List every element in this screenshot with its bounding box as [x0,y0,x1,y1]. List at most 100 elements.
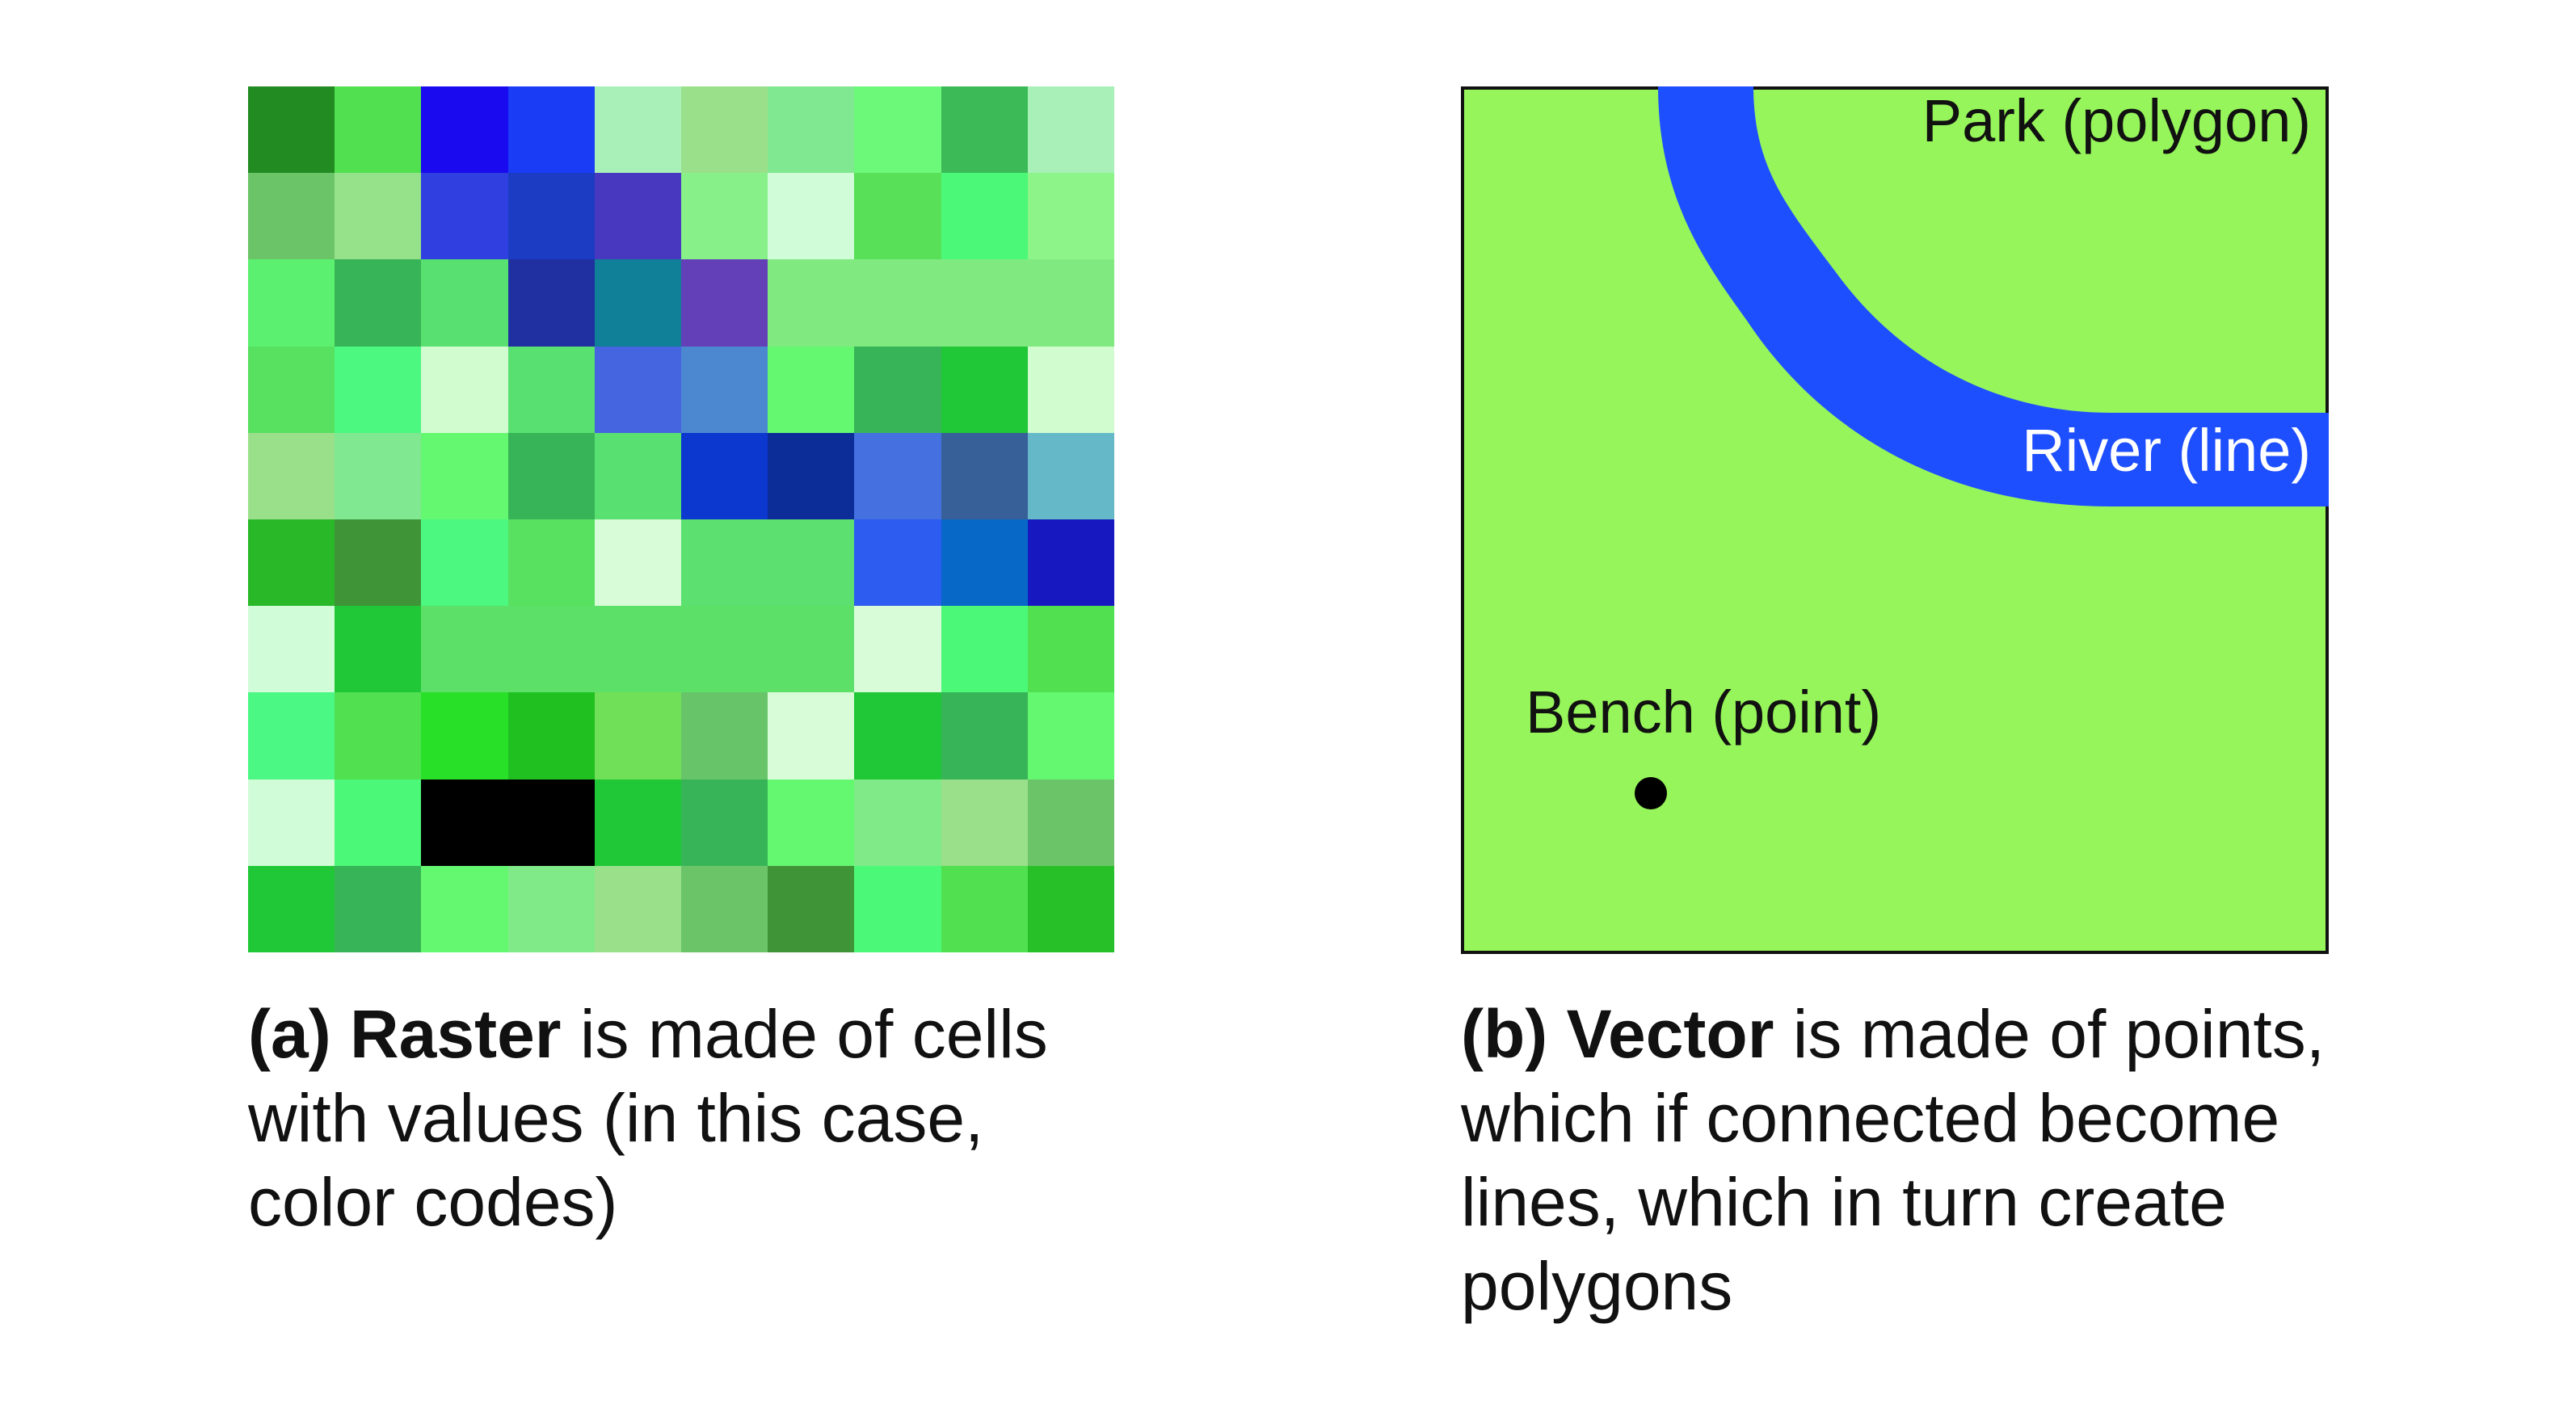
raster-cell [768,692,855,780]
caption-b-line4: polygons [1461,1248,1733,1324]
raster-cell [854,692,941,780]
raster-cell [335,173,422,260]
raster-cell [941,86,1028,174]
raster-cell [507,779,595,866]
raster-cell [680,779,768,866]
park-label: Park (polygon) [1922,87,2311,154]
raster-cell [768,346,855,433]
raster-cell [680,259,768,347]
raster-cell [594,432,681,519]
raster-cell [854,865,941,952]
raster-cell [335,86,422,174]
caption-b-line2: which if connected become [1461,1080,2280,1156]
raster-cell [941,259,1028,347]
raster-cell [680,519,768,607]
park-polygon [1461,86,2329,954]
raster-cell [1027,779,1114,866]
raster-cell [941,173,1028,260]
raster-cell [507,692,595,780]
raster-cell [854,779,941,866]
raster-cell [421,519,508,607]
caption-a-line3: color codes) [248,1164,618,1240]
raster-cell [941,692,1028,780]
raster-cell [507,519,595,607]
raster-cell [1027,173,1114,260]
raster-cell [941,519,1028,607]
raster-cell [594,779,681,866]
raster-cell [680,173,768,260]
raster-cell [941,432,1028,519]
raster-cell [335,432,422,519]
raster-cell [854,86,941,174]
caption-b-prefix: (b) [1461,996,1548,1072]
raster-cell [507,346,595,433]
raster-cell [421,259,508,347]
raster-cell [768,519,855,607]
raster-cell [248,259,335,347]
caption-raster: (a) Raster is made of cells with values … [248,992,1137,1244]
raster-cell [1027,606,1114,693]
raster-cell [768,606,855,693]
raster-cell [421,173,508,260]
raster-cell [768,865,855,952]
raster-cell [854,432,941,519]
raster-cell [854,173,941,260]
raster-cell [680,865,768,952]
raster-cell [248,606,335,693]
raster-cell [594,606,681,693]
raster-cell [335,606,422,693]
vector-map: Park (polygon) River (line) Bench (point… [1461,86,2329,954]
raster-cell [335,865,422,952]
raster-cell [854,606,941,693]
caption-a-line1: is made of cells [579,996,1048,1072]
caption-b-line1: is made of points, [1792,996,2326,1072]
raster-cell [248,865,335,952]
raster-cell [421,346,508,433]
raster-cell [768,779,855,866]
raster-cell [680,346,768,433]
raster-cell [941,346,1028,433]
raster-cell [507,173,595,260]
raster-cell [1027,86,1114,174]
caption-a-line2: with values (in this case, [248,1080,984,1156]
raster-cell [941,606,1028,693]
raster-cell [421,606,508,693]
river-label: River (line) [2022,417,2311,484]
raster-cell [680,692,768,780]
raster-cell [854,519,941,607]
raster-cell [421,692,508,780]
raster-cell [421,865,508,952]
raster-cell [594,346,681,433]
raster-cell [1027,432,1114,519]
raster-cell [680,86,768,174]
raster-cell [507,259,595,347]
raster-cell [854,346,941,433]
raster-cell [248,86,335,174]
raster-grid [248,86,1114,952]
caption-b-line3: lines, which in turn create [1461,1164,2227,1240]
caption-b-term: Vector [1566,996,1774,1072]
raster-cell [507,865,595,952]
raster-cell [768,173,855,260]
caption-a-term: Raster [350,996,562,1072]
raster-cell [335,692,422,780]
raster-cell [1027,346,1114,433]
raster-cell [1027,519,1114,607]
raster-cell [594,692,681,780]
raster-cell [248,779,335,866]
raster-cell [248,519,335,607]
raster-cell [1027,865,1114,952]
raster-cell [248,173,335,260]
raster-cell [594,259,681,347]
raster-cell [335,346,422,433]
river-line [1658,86,2329,506]
raster-cell [335,519,422,607]
bench-point [1635,777,1667,809]
caption-a-prefix: (a) [248,996,331,1072]
raster-cell [248,346,335,433]
raster-cell [335,259,422,347]
raster-cell [680,432,768,519]
raster-cell [594,519,681,607]
bench-label: Bench (point) [1526,679,1881,746]
raster-cell [768,432,855,519]
